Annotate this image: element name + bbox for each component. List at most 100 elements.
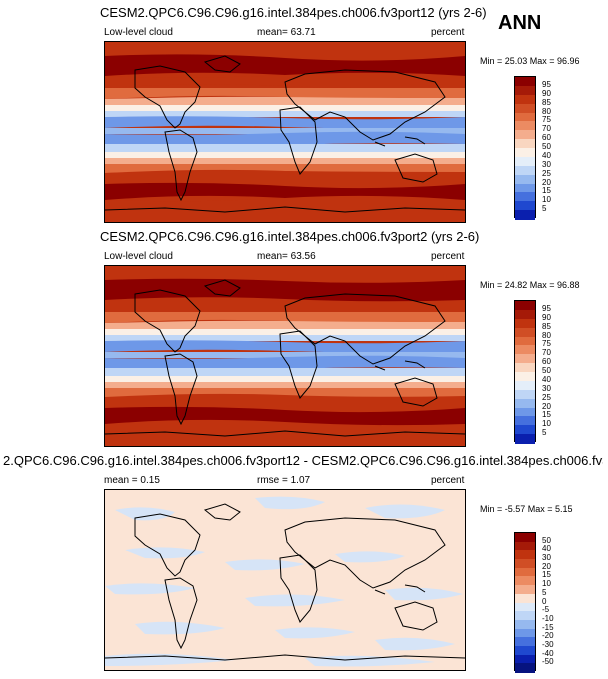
panel3-mean-label: mean = 0.15 (104, 475, 160, 486)
panel1-colorbar-segment (515, 85, 535, 96)
panel1-colorbar-segment (515, 139, 535, 149)
season-label: ANN (498, 12, 542, 34)
panel3-colorbar-label: 0 (542, 596, 547, 606)
panel1-colorbar-segment (515, 103, 535, 113)
panel1-colorbar-segment (515, 121, 535, 131)
panel2-colorbar-label: 20 (542, 401, 551, 411)
panel2-colorbar-segment (515, 416, 535, 426)
panel3-colorbar-label: -50 (542, 657, 554, 667)
panel2-colorbar-segment (515, 425, 535, 435)
panel3-units-label: percent (431, 475, 465, 486)
panel2-colorbar-label: 25 (542, 392, 551, 402)
panel1-units-label: percent (431, 27, 465, 38)
panel3-colorbar-label: -15 (542, 622, 554, 632)
panel2-colorbar-segment (515, 407, 535, 417)
panel3-colorbar-segment (515, 585, 535, 595)
panel2-colorbar-segment (515, 301, 535, 311)
panel3-colorbar-label: 5 (542, 587, 547, 597)
panel1-colorbar-label: 5 (542, 204, 547, 214)
panel1-colorbar-box (514, 76, 536, 220)
panel1-colorbar-label: 75 (542, 115, 551, 125)
panel1-colorbar-segment (515, 112, 535, 122)
panel3-colorbar-segment (515, 663, 535, 673)
panel1-colorbar-label: 15 (542, 186, 551, 196)
panel3-colorbar-segment (515, 541, 535, 551)
panel2-colorbar-label: 30 (542, 383, 551, 393)
panel1-colorbar-label: 25 (542, 168, 551, 178)
panel1-colorbar-segment (515, 165, 535, 176)
panel2-colorbar-label: 15 (542, 410, 551, 420)
panel3-colorbar-label: -20 (542, 631, 554, 641)
panel3-colorbar-label: 40 (542, 544, 551, 554)
panel2-colorbar-label: 10 (542, 419, 551, 429)
panel1-map (104, 41, 466, 223)
panel3-colorbar-segment (515, 611, 535, 621)
panel2-map (104, 265, 466, 447)
panel2-colorbar-segment (515, 363, 535, 373)
panel3-map (104, 489, 466, 671)
panel1-colorbar-label: 30 (542, 159, 551, 169)
panel2-colorbar-segment (515, 336, 535, 346)
panel2-colorbar-segment (515, 318, 535, 329)
panel1-colorbar-label: 20 (542, 177, 551, 187)
panel3-colorbar-label: 15 (542, 570, 551, 580)
panel1-colorbar-segment (515, 156, 535, 167)
panel2-colorbar-segment (515, 380, 535, 391)
panel3-colorbar-segment (515, 628, 535, 638)
panel1-colorbar-label: 80 (542, 106, 551, 116)
panel3-colorbar-segment (515, 654, 535, 664)
panel2-colorbar-box (514, 300, 536, 444)
panel3-colorbar-label: -10 (542, 613, 554, 623)
panel3-colorbar-label: 10 (542, 579, 551, 589)
panel2-colorbar-label: 95 (542, 303, 551, 313)
panel2-colorbar-segment (515, 372, 535, 382)
panel2-mean-label: mean= 63.56 (257, 251, 316, 262)
panel1-colorbar-label: 50 (542, 142, 551, 151)
panel2-colorbar-label: 5 (542, 428, 547, 438)
panel2-colorbar-segment (515, 434, 535, 444)
panel2-left-label: Low-level cloud (104, 251, 173, 262)
panel1-minmax: Min = 25.03 Max = 96.96 (480, 56, 580, 66)
panel3-minmax: Min = -5.57 Max = 5.15 (480, 504, 573, 514)
panel3-colorbar-label: 20 (542, 561, 551, 571)
panel3-colorbar-segment (515, 576, 535, 586)
panel1-colorbar-label: 90 (542, 88, 551, 98)
panel1-colorbar-label: 70 (542, 124, 551, 134)
panel2-colorbar-segment (515, 327, 535, 337)
panel2-colorbar-segment (515, 398, 535, 408)
panel1-left-label: Low-level cloud (104, 27, 173, 38)
panel1-colorbar-segment (515, 174, 535, 184)
panel1-colorbar-label: 40 (542, 150, 551, 160)
panel2-colorbar-label: 90 (542, 312, 551, 322)
panel1-colorbar-segment (515, 192, 535, 202)
panel2-minmax: Min = 24.82 Max = 96.88 (480, 280, 580, 290)
panel3-colorbar-label: -40 (542, 648, 554, 658)
panel1-colorbar-label: 10 (542, 195, 551, 205)
panel3-title: 2.QPC6.C96.C96.g16.intel.384pes.ch006.fv… (3, 453, 603, 468)
panel3-colorbar-label: -30 (542, 639, 554, 649)
panel3-colorbar-segment (515, 619, 535, 630)
panel3-colorbar-label: -5 (542, 605, 550, 615)
panel3-colorbar-label: 30 (542, 553, 551, 563)
panel2-colorbar-label: 70 (542, 348, 551, 358)
panel3-colorbar-segment (515, 567, 535, 577)
panel1-colorbar-segment (515, 183, 535, 193)
panel2-colorbar-segment (515, 354, 535, 364)
panel3-rmse-label: rmse = 1.07 (257, 475, 311, 486)
panel2-units-label: percent (431, 251, 465, 262)
panel2-map-svg (105, 266, 465, 446)
panel2-colorbar-label: 85 (542, 321, 551, 331)
panel1-map-svg (105, 42, 465, 222)
panel1-colorbar-segment (515, 210, 535, 220)
panel2-colorbar-segment (515, 309, 535, 320)
panel1-title: CESM2.QPC6.C96.C96.g16.intel.384pes.ch00… (100, 5, 487, 20)
panel1-colorbar-segment (515, 148, 535, 158)
panel1-colorbar-segment (515, 94, 535, 105)
panel3-colorbar-segment (515, 602, 535, 612)
panel2-colorbar-label: 75 (542, 339, 551, 349)
panel3-colorbar-segment (515, 637, 535, 647)
panel3-map-svg (105, 490, 465, 670)
panel1-colorbar-segment (515, 201, 535, 211)
panel3-colorbar-label: 50 (542, 535, 551, 545)
panel1-colorbar-label: 60 (542, 133, 551, 143)
